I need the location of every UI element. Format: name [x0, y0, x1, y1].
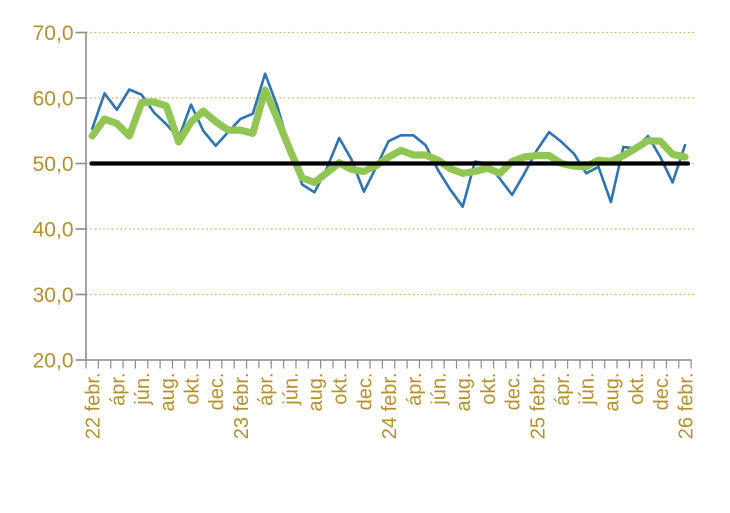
- x-axis-label: 22 febr.: [83, 373, 105, 440]
- x-axis-label: okt.: [478, 373, 500, 405]
- y-axis-label: 30,0: [33, 284, 74, 307]
- series-blue-monthly-line: [90, 72, 687, 208]
- series-green-smoothed-line: [88, 86, 689, 187]
- x-axis-label: 24 febr.: [379, 373, 401, 440]
- x-axis-label: okt.: [182, 373, 204, 405]
- x-axis-label: ápr.: [107, 373, 129, 406]
- x-axis-label: okt.: [330, 373, 352, 405]
- x-axis-label: aug.: [453, 373, 475, 412]
- x-axis-label: ápr.: [256, 373, 278, 406]
- x-axis-label: 25 febr.: [527, 373, 549, 440]
- x-axis-label: okt.: [626, 373, 648, 405]
- x-axis-label: jún.: [132, 373, 154, 406]
- x-axis-label: jún.: [280, 373, 302, 406]
- x-axis-label: 23 febr.: [231, 373, 253, 440]
- y-axis-label: 40,0: [33, 219, 74, 242]
- x-axis-label: aug.: [305, 373, 327, 412]
- x-axis-label: aug.: [157, 373, 179, 412]
- x-axis-label: dec.: [206, 373, 228, 411]
- x-axis-label: jún.: [429, 373, 451, 406]
- y-axis-label: 70,0: [33, 22, 74, 45]
- x-axis-label: dec.: [503, 373, 525, 411]
- y-axis-label: 20,0: [33, 350, 74, 373]
- y-axis-label: 60,0: [33, 88, 74, 111]
- y-axis-label: 50,0: [33, 153, 74, 176]
- x-axis-label: aug.: [601, 373, 623, 412]
- x-axis-label: 26 febr.: [676, 373, 698, 440]
- x-axis-label: jún.: [577, 373, 599, 406]
- x-axis-label: ápr.: [552, 373, 574, 406]
- x-axis-label: ápr.: [404, 373, 426, 406]
- x-axis-label: dec.: [354, 373, 376, 411]
- x-axis-label: dec.: [651, 373, 673, 411]
